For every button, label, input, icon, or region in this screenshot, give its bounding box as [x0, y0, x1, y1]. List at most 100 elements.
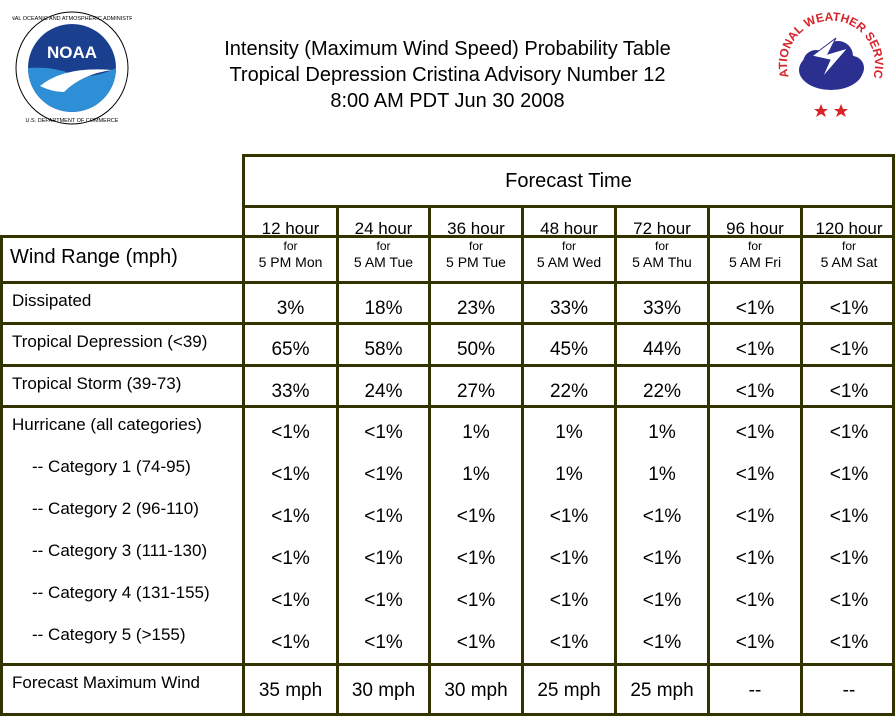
divider [614, 205, 617, 716]
divider [0, 663, 895, 666]
table-cell: 18% [364, 298, 403, 319]
table-cell: <1% [642, 548, 682, 569]
table-cell: 44% [642, 339, 682, 360]
table-cell: <1% [456, 506, 496, 527]
column-hour: 96 hour [726, 219, 784, 238]
divider [0, 405, 895, 408]
row-label: -- Category 2 (96-110) [32, 499, 199, 518]
divider [336, 205, 339, 716]
table-cell: <1% [271, 632, 310, 653]
table-cell: 24% [364, 381, 403, 402]
divider [0, 322, 895, 325]
row-label: Tropical Depression (<39) [12, 332, 208, 351]
row-label: -- Category 1 (74-95) [32, 457, 191, 476]
table-cell: <1% [829, 590, 869, 611]
table-cell: 65% [271, 339, 310, 360]
divider [242, 205, 895, 208]
divider [800, 205, 803, 716]
table-cell: 33% [642, 298, 682, 319]
column-header: 72 hour for 5 AM Thu [617, 219, 707, 271]
svg-text:NATIONAL OCEANIC AND ATMOSPHER: NATIONAL OCEANIC AND ATMOSPHERIC ADMINIS… [12, 16, 132, 22]
table-cell: <1% [735, 590, 775, 611]
table-cell: <1% [549, 632, 589, 653]
table-cell: <1% [271, 422, 310, 443]
table-cell: <1% [456, 632, 496, 653]
row-label: Dissipated [12, 291, 92, 310]
table-cell: 1% [648, 422, 676, 443]
column-for: for [654, 239, 669, 253]
column-date: 5 AM Wed [536, 254, 602, 270]
title-line-3: 8:00 AM PDT Jun 30 2008 [330, 90, 565, 112]
noaa-logo: NOAA NATIONAL OCEANIC AND ATMOSPHERIC AD… [12, 8, 132, 128]
wind-range-header: Wind Range (mph) [10, 246, 178, 268]
row-label: -- Category 4 (131-155) [32, 583, 210, 602]
table-cell: <1% [642, 506, 682, 527]
table-cell: <1% [456, 548, 496, 569]
column-hour: 24 hour [354, 219, 413, 238]
table-cell: <1% [829, 339, 869, 360]
column-for: for [747, 239, 762, 253]
column-for: for [283, 239, 298, 253]
table-cell: -- [748, 680, 762, 701]
table-cell: <1% [829, 422, 869, 443]
table-cell: <1% [271, 506, 310, 527]
table-cell: 1% [462, 422, 490, 443]
table-cell: 25 mph [630, 680, 694, 701]
table-cell: 45% [549, 339, 589, 360]
column-date: 5 PM Tue [446, 254, 506, 270]
column-hour: 120 hour [815, 219, 883, 238]
table-cell: <1% [364, 632, 403, 653]
column-for: for [468, 239, 483, 253]
table-cell: <1% [642, 632, 682, 653]
table-cell: <1% [364, 590, 403, 611]
table-cell: 25 mph [537, 680, 601, 701]
table-cell: <1% [735, 298, 775, 319]
column-header: 24 hour for 5 AM Tue [339, 219, 428, 271]
divider [0, 281, 895, 284]
table-cell: <1% [549, 590, 589, 611]
column-header: 48 hour for 5 AM Wed [524, 219, 614, 271]
column-date: 5 AM Fri [728, 254, 782, 270]
table-cell: 1% [555, 422, 583, 443]
column-header: 96 hour for 5 AM Fri [710, 219, 800, 271]
table-cell: <1% [642, 590, 682, 611]
table-cell: 22% [642, 381, 682, 402]
table-cell: 22% [549, 381, 589, 402]
row-label: Hurricane (all categories) [12, 415, 202, 434]
table-cell: <1% [364, 548, 403, 569]
table-cell: <1% [271, 464, 310, 485]
row-label: -- Category 5 (>155) [32, 625, 186, 644]
table-cell: <1% [364, 422, 403, 443]
table-cell: <1% [735, 381, 775, 402]
table-cell: 50% [456, 339, 496, 360]
table-cell: <1% [364, 506, 403, 527]
table-cell: <1% [271, 548, 310, 569]
table-cell: 33% [271, 381, 310, 402]
table-cell: <1% [735, 464, 775, 485]
table-cell: <1% [829, 632, 869, 653]
column-hour: 72 hour [633, 219, 691, 238]
divider [242, 235, 245, 716]
table-cell: 35 mph [258, 680, 323, 701]
column-header: 120 hour for 5 AM Sat [803, 219, 895, 271]
table-cell: <1% [829, 298, 869, 319]
table-cell: 58% [364, 339, 403, 360]
table-cell: <1% [735, 506, 775, 527]
column-for: for [561, 239, 576, 253]
column-header: 12 hour for 5 PM Mon [245, 219, 336, 271]
column-hour: 36 hour [447, 219, 505, 238]
forecast-time-header: Forecast Time [505, 169, 632, 192]
column-for: for [376, 239, 391, 253]
divider [521, 205, 524, 716]
column-date: 5 AM Thu [632, 254, 692, 270]
row-label: Tropical Storm (39-73) [12, 374, 182, 393]
column-header: 36 hour for 5 PM Tue [431, 219, 521, 271]
column-date: 5 PM Mon [258, 254, 323, 270]
column-hour: 12 hour [261, 219, 320, 238]
table-cell: 30 mph [351, 680, 416, 701]
table-cell: <1% [829, 464, 869, 485]
table-cell: <1% [735, 632, 775, 653]
table-cell: <1% [549, 548, 589, 569]
svg-text:U.S. DEPARTMENT OF COMMERCE: U.S. DEPARTMENT OF COMMERCE [26, 118, 119, 124]
column-hour: 48 hour [540, 219, 598, 238]
